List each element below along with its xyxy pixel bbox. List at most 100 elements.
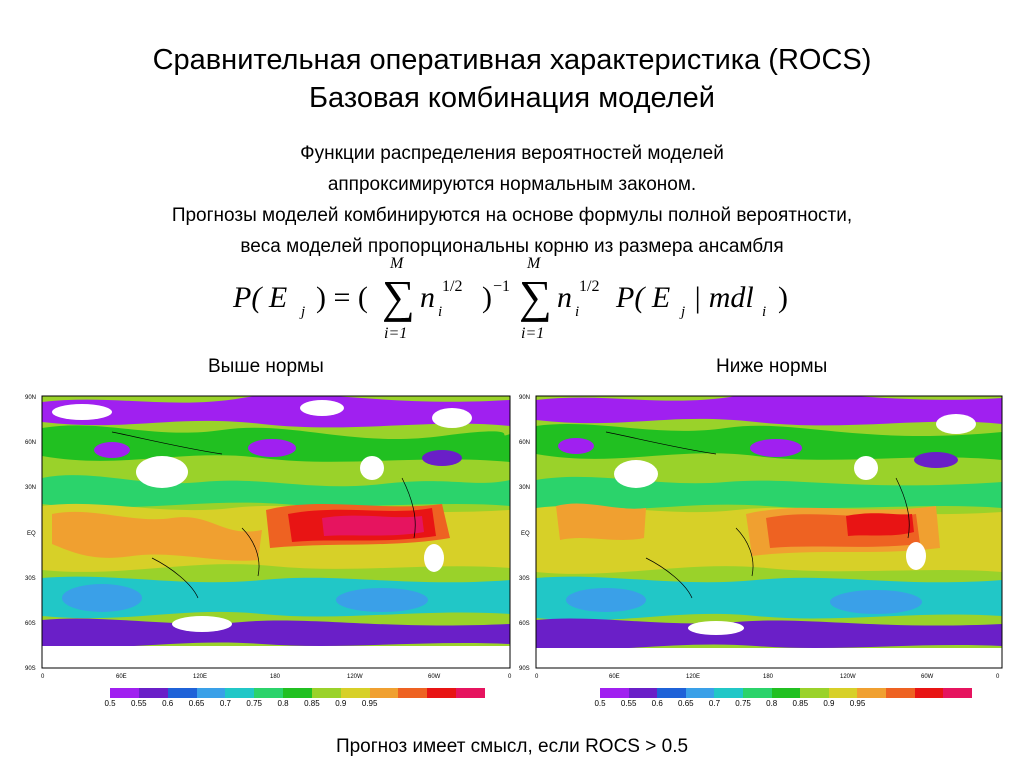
description-line: Прогнозы моделей комбинируются на основе… — [171, 205, 853, 226]
colorbar-swatch — [398, 688, 428, 698]
lat-label: 30S — [25, 576, 36, 582]
lon-label: 120W — [840, 674, 856, 680]
lon-label: 120E — [686, 674, 700, 680]
colorbar-swatch — [196, 688, 226, 698]
lat-label: 60S — [519, 621, 530, 627]
formula-end-paren: ) — [778, 281, 788, 314]
lon-label: 180 — [270, 674, 281, 680]
colorbar-swatch — [828, 688, 858, 698]
left-colorbar — [110, 688, 485, 698]
lat-label: 30N — [519, 485, 530, 491]
left-map-caption: Выше нормы — [208, 356, 324, 377]
formula-close-paren: ) — [482, 281, 492, 314]
colorbar-tick-label: 0.7 — [708, 699, 721, 708]
colorbar-tick-label: 0.6 — [651, 699, 663, 708]
colorbar-swatch — [167, 688, 197, 698]
colorbar-tick-label: 0.85 — [792, 699, 809, 708]
lat-label: 30N — [25, 485, 36, 491]
sum1-upper-limit: M — [389, 255, 405, 272]
lat-label: 90N — [519, 395, 530, 401]
lat-label: 30S — [519, 576, 530, 582]
colorbar-tick-label: 0.7 — [219, 699, 231, 708]
colorbar-tick-label: 0.8 — [766, 699, 778, 708]
lat-label: EQ — [521, 531, 530, 537]
colorbar-swatch — [857, 688, 887, 698]
lon-label: 0 — [535, 674, 539, 680]
sum2-n: n — [557, 281, 572, 314]
lat-label: 90S — [25, 666, 36, 672]
sum2-n-subscript: i — [575, 304, 579, 320]
colorbar-tick-label: 0.9 — [335, 699, 347, 708]
lat-label: 60N — [25, 440, 36, 446]
colorbar-swatch — [800, 688, 829, 698]
lon-label: 120E — [193, 674, 207, 680]
lon-label: 0 — [41, 674, 45, 680]
sum2-lower-limit: i=1 — [521, 325, 544, 342]
colorbar-swatch — [340, 688, 370, 698]
colorbar-tick-label: 0.5 — [594, 699, 606, 708]
colorbar-swatch — [254, 688, 284, 698]
lat-label: 60N — [519, 440, 530, 446]
colorbar-tick-label: 0.9 — [823, 699, 835, 708]
right-map-caption: Ниже нормы — [716, 356, 828, 377]
colorbar-swatch — [225, 688, 255, 698]
description-text: Функции распределения вероятностей модел… — [0, 138, 1024, 262]
colorbar-swatch — [657, 688, 686, 698]
sum2-upper-limit: M — [526, 255, 542, 272]
formula-lhs-subscript: j — [299, 304, 305, 320]
formula-inverse-power: −1 — [493, 278, 510, 295]
colorbar-tick-label: 0.95 — [849, 699, 866, 708]
colorbar-tick-label: 0.75 — [735, 699, 751, 708]
colorbar-swatch — [943, 688, 972, 698]
description-line: Функции распределения вероятностей модел… — [300, 143, 724, 164]
formula-lhs-close: ) = ( — [316, 281, 368, 314]
lon-label: 60E — [116, 674, 127, 680]
footer-note: Прогноз имеет смысл, если ROCS > 0.5 — [335, 736, 689, 757]
colorbar-tick-label: 0.6 — [162, 699, 174, 708]
colorbar-tick-label: 0.75 — [246, 699, 263, 708]
lon-label: 120W — [347, 674, 363, 680]
rocs-map-below-normal: 90N 60N 30N EQ 30S 60S 90S 0 60E 120E 18… — [516, 388, 1006, 682]
colorbar-swatch — [369, 688, 399, 698]
description-line: веса моделей пропорциональны корню из ра… — [240, 236, 784, 257]
lat-label: 60S — [25, 621, 36, 627]
colorbar-swatch — [771, 688, 801, 698]
colorbar-tick-label: 0.5 — [104, 699, 116, 708]
colorbar-swatch — [743, 688, 772, 698]
lon-label: 60W — [921, 674, 934, 680]
colorbar-tick-label: 0.95 — [361, 699, 378, 708]
lat-label: 90S — [519, 666, 530, 672]
right-map-canvas: 90N 60N 30N EQ 30S 60S 90S 0 60E 120E 18… — [519, 395, 1003, 680]
colorbar-tick-label: 0.55 — [131, 699, 147, 708]
sum1-lower-limit: i=1 — [384, 325, 407, 342]
description-line: аппроксимируются нормальным законом. — [327, 174, 697, 195]
left-colorbar-labels: 0.5 0.55 0.6 0.65 0.7 0.75 0.8 0.85 0.9 0.95 — [104, 699, 485, 711]
colorbar-swatch — [914, 688, 944, 698]
formula-lhs: P( E — [232, 281, 287, 314]
colorbar-tick-label: 0.55 — [620, 699, 637, 708]
sum1-n-subscript: i — [438, 304, 442, 320]
colorbar-swatch — [427, 688, 457, 698]
right-colorbar-labels: 0.5 0.55 0.6 0.65 0.7 0.75 0.8 0.85 0.9 0.95 — [594, 699, 972, 711]
colorbar-swatch — [283, 688, 312, 698]
lon-label: 60W — [428, 674, 441, 680]
right-colorbar — [600, 688, 972, 698]
sum1-sigma: ∑ — [382, 271, 415, 322]
colorbar-swatch — [886, 688, 915, 698]
lon-label: 0 — [508, 674, 512, 680]
colorbar-swatch — [714, 688, 744, 698]
lat-label: 90N — [25, 395, 36, 401]
colorbar-tick-label: 0.85 — [304, 699, 320, 708]
sum1-power: 1/2 — [442, 278, 462, 295]
colorbar-swatch — [138, 688, 168, 698]
lon-label: 0 — [996, 674, 1000, 680]
slide-title-line1: Сравнительная оперативная характеристика… — [152, 44, 872, 76]
colorbar-swatch — [685, 688, 715, 698]
sum1-n: n — [420, 281, 435, 314]
sum2-power: 1/2 — [579, 278, 599, 295]
colorbar-swatch — [600, 688, 629, 698]
colorbar-swatch — [456, 688, 485, 698]
colorbar-swatch — [628, 688, 658, 698]
colorbar-swatch — [110, 688, 139, 698]
